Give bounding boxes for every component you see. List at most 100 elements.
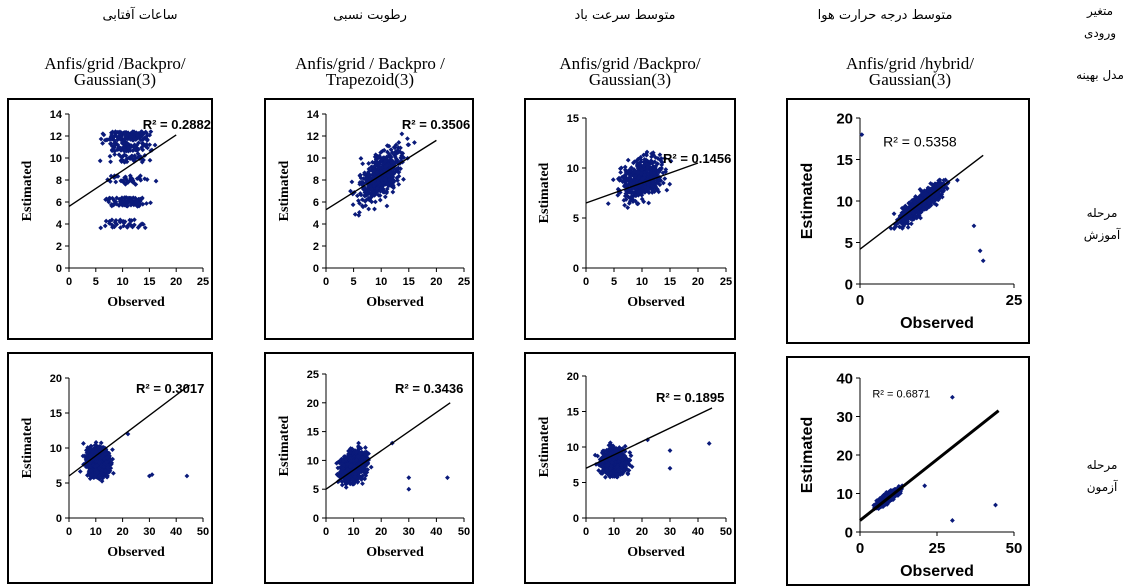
scatter-point	[405, 142, 411, 148]
scatter-point	[100, 475, 106, 481]
scatter-point	[635, 175, 641, 181]
scatter-point	[358, 175, 364, 181]
x-tick-label: 25	[458, 276, 470, 288]
row-label-test: مرحله آزمون	[1086, 458, 1118, 494]
scatter-point	[367, 182, 373, 188]
scatter-point	[87, 459, 93, 465]
scatter-points	[859, 132, 986, 264]
y-tick-label: 10	[50, 153, 62, 165]
scatter-point	[610, 177, 616, 183]
scatter-point	[98, 136, 104, 142]
y-tick-label: 15	[567, 113, 579, 125]
scatter-point	[621, 197, 627, 203]
scatter-point	[343, 457, 349, 463]
scatter-points	[334, 440, 450, 492]
y-tick-label: 0	[313, 513, 319, 525]
scatter-point	[131, 222, 137, 228]
scatter-point	[355, 198, 361, 204]
model-label-line1: Anfis/grid /Backpro/	[44, 54, 186, 73]
scatter-point	[120, 145, 126, 151]
scatter-point	[133, 131, 139, 137]
scatter-point	[385, 173, 391, 178]
scatter-point	[592, 452, 598, 458]
y-tick-label: 10	[50, 443, 62, 455]
scatter-point	[346, 451, 352, 457]
scatter-point	[625, 205, 631, 211]
scatter-point	[148, 200, 153, 206]
y-tick-label: 15	[50, 408, 62, 420]
scatter-point	[105, 177, 111, 183]
scatter-point	[644, 168, 650, 174]
scatter-point	[363, 179, 369, 185]
y-axis-title: Estimated	[277, 415, 292, 476]
scatter-point	[84, 447, 90, 453]
x-tick-label: 10	[375, 276, 387, 288]
scatter-point	[362, 193, 368, 199]
y-tick-label: 25	[307, 369, 319, 381]
scatter-point	[596, 468, 602, 473]
scatter-point	[95, 445, 101, 450]
r-squared-label: R² = 0.5358	[883, 134, 957, 150]
scatter-point	[646, 200, 652, 206]
scatter-point	[625, 471, 631, 477]
scatter-point	[642, 184, 648, 190]
y-tick-label: 10	[567, 442, 579, 454]
scatter-point	[139, 159, 145, 165]
scatter-point	[132, 156, 138, 161]
scatter-point	[359, 197, 365, 203]
scatter-point	[348, 446, 353, 452]
scatter-point	[606, 442, 612, 448]
scatter-point	[396, 173, 402, 179]
scatter-point	[627, 190, 633, 195]
scatter-point	[355, 454, 361, 460]
x-tick-label: 0	[66, 526, 72, 538]
scatter-point	[360, 204, 366, 210]
scatter-point	[905, 219, 910, 225]
scatter-point	[359, 475, 364, 481]
column-header-wind: متوسط سرعت باد	[574, 8, 676, 23]
scatter-point	[125, 200, 131, 206]
scatter-point	[104, 455, 110, 461]
scatter-point	[130, 195, 136, 201]
scatter-point	[370, 159, 375, 165]
scatter-point	[905, 224, 911, 230]
scatter-point	[657, 152, 663, 158]
x-tick-label: 15	[143, 276, 155, 288]
scatter-point	[347, 481, 353, 487]
scatter-point	[649, 190, 655, 195]
trendline	[585, 162, 699, 204]
scatter-point	[365, 186, 370, 192]
scatter-point	[130, 178, 136, 184]
scatter-point	[615, 192, 621, 198]
trendline	[68, 134, 177, 207]
scatter-point	[927, 203, 933, 209]
scatter-point	[345, 467, 351, 473]
scatter-point	[113, 217, 119, 223]
model-label-sunshine: Anfis/grid /Backpro/ Gaussian(3)	[0, 54, 230, 88]
scatter-point	[899, 205, 905, 211]
y-tick-label: 12	[50, 131, 62, 143]
x-tick-label: 50	[458, 526, 470, 538]
scatter-point	[638, 157, 644, 163]
scatter-point	[659, 165, 664, 171]
chart-test-humidity: 0 5 10 15 20 25 0 10 20 30 40 50 Observed Estimated R²…	[264, 352, 474, 584]
scatter-point	[348, 458, 354, 464]
scatter-point	[602, 474, 608, 480]
x-tick-label: 20	[430, 276, 442, 288]
scatter-point	[622, 202, 628, 208]
scatter-point	[130, 157, 136, 163]
x-axis-title: Observed	[107, 545, 165, 560]
scatter-point	[114, 195, 120, 201]
scatter-point	[891, 211, 897, 217]
x-axis-title: Observed	[627, 295, 685, 310]
scatter-point	[633, 193, 639, 199]
scatter-point	[103, 451, 108, 457]
scatter-point	[657, 177, 663, 183]
scatter-point	[640, 163, 646, 169]
scatter-point	[919, 188, 925, 194]
scatter-point	[109, 222, 115, 228]
scatter-point	[372, 171, 378, 177]
scatter-point	[361, 171, 367, 177]
